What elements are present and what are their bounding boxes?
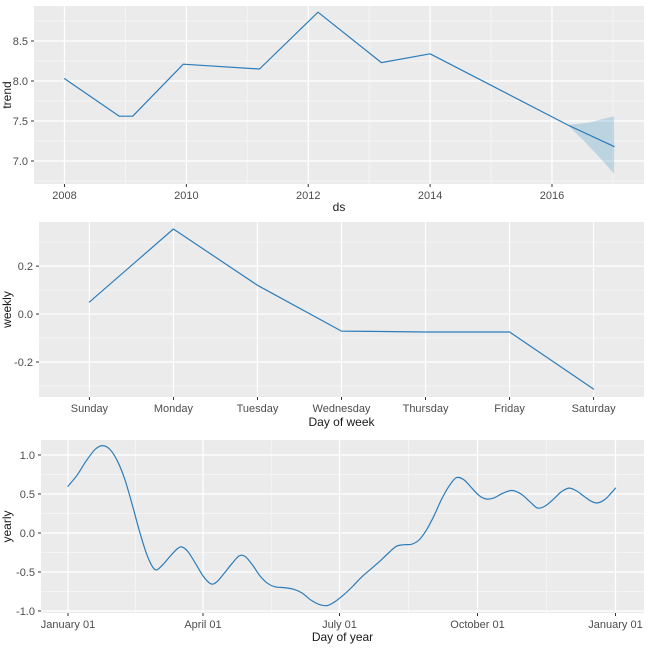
weekly-panel: Sunday Monday Tuesday Wednesday Thursday Frid… [0, 222, 644, 429]
trend-x-axis-title: ds [333, 200, 346, 214]
weekly-x-axis-title: Day of week [308, 415, 375, 429]
y-tick-label: 0.2 [18, 261, 33, 273]
x-tick-label: 2016 [540, 190, 564, 202]
x-tick-label: Tuesday [237, 403, 279, 415]
weekly-line [88, 228, 595, 390]
yearly-panel-background [41, 440, 644, 613]
y-tick-label: 1.0 [20, 450, 35, 462]
trend-line [63, 11, 615, 148]
y-tick-label: 0.5 [20, 489, 35, 501]
x-tick-label: Sunday [71, 403, 109, 415]
trend-panel-background [34, 6, 644, 184]
trend-panel: 2008 2010 2012 2014 2016 7.0 7.5 8.0 8.5 ds trend [0, 6, 644, 214]
yearly-x-axis-title: Day of year [312, 630, 373, 644]
x-tick-label: Friday [494, 403, 525, 415]
x-tick-label: 2012 [296, 190, 320, 202]
x-tick-label: Monday [154, 403, 194, 415]
x-tick-label: Wednesday [313, 403, 371, 415]
x-tick-label: July 01 [322, 619, 357, 631]
y-tick-label: -1.0 [16, 606, 35, 618]
x-tick-label: 2010 [174, 190, 198, 202]
x-tick-label: Thursday [403, 403, 449, 415]
y-tick-label: 0.0 [18, 309, 33, 321]
y-tick-label: 7.0 [13, 156, 28, 168]
yearly-panel: January 01 April 01 July 01 October 01 Janua… [0, 440, 644, 644]
weekly-y-axis-title: weekly [0, 291, 14, 329]
x-tick-label: January 01 [588, 619, 642, 631]
y-tick-label: 0.0 [20, 528, 35, 540]
x-tick-label: 2014 [418, 190, 442, 202]
x-tick-label: October 01 [450, 619, 504, 631]
y-tick-label: -0.2 [14, 357, 33, 369]
x-tick-label: April 01 [184, 619, 221, 631]
y-tick-label: 8.0 [13, 76, 28, 88]
x-tick-label: Saturday [572, 403, 617, 415]
x-tick-label: January 01 [41, 619, 95, 631]
yearly-y-axis-title: yearly [0, 510, 14, 542]
y-tick-label: 7.5 [13, 116, 28, 128]
trend-y-axis-title: trend [0, 81, 14, 108]
yearly-line [67, 445, 617, 607]
y-tick-label: 8.5 [13, 36, 28, 48]
y-tick-label: -0.5 [16, 567, 35, 579]
x-tick-label: 2008 [52, 190, 76, 202]
